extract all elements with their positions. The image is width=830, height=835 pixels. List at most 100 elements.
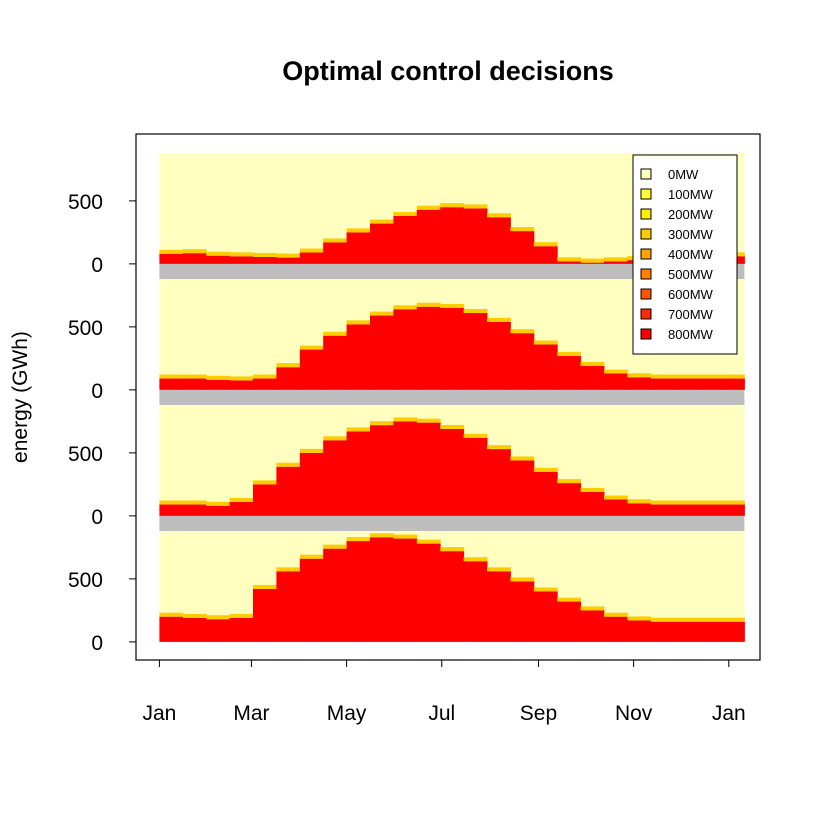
legend-label: 200MW bbox=[668, 207, 714, 222]
transition-cell bbox=[370, 219, 394, 224]
decision-cell bbox=[674, 504, 699, 516]
decision-cell bbox=[697, 621, 722, 642]
legend-swatch bbox=[640, 228, 652, 240]
transition-cell bbox=[510, 577, 535, 582]
x-tick-label: Jan bbox=[142, 702, 176, 725]
y-tick-label: 500 bbox=[68, 569, 103, 592]
y-tick-label: 500 bbox=[68, 191, 103, 214]
transition-cell bbox=[346, 320, 371, 325]
decision-cell bbox=[510, 460, 535, 516]
transition-cell bbox=[697, 617, 722, 622]
decision-cell bbox=[346, 324, 371, 390]
transition-cell bbox=[253, 252, 277, 257]
transition-cell bbox=[370, 421, 394, 426]
legend-swatch bbox=[640, 188, 652, 200]
y-tick-label: 500 bbox=[68, 317, 103, 340]
transition-cell bbox=[721, 500, 745, 505]
decision-cell bbox=[487, 321, 511, 390]
transition-cell bbox=[650, 374, 675, 379]
decision-cell bbox=[323, 335, 348, 390]
transition-cell bbox=[440, 303, 465, 308]
decision-cell bbox=[253, 588, 277, 642]
transition-cell bbox=[463, 433, 488, 438]
transition-cell bbox=[393, 305, 418, 310]
legend-swatch bbox=[640, 208, 652, 220]
decision-cell bbox=[276, 466, 301, 516]
transition-cell bbox=[276, 363, 301, 368]
decision-cell bbox=[416, 209, 441, 264]
y-tick-label: 0 bbox=[91, 380, 103, 403]
transition-cell bbox=[674, 374, 699, 379]
decision-cell bbox=[580, 610, 605, 642]
legend-swatch bbox=[640, 248, 652, 260]
decision-cell bbox=[650, 378, 675, 390]
transition-cell bbox=[229, 498, 254, 503]
transition-cell bbox=[346, 228, 371, 233]
transition-cell bbox=[580, 361, 605, 366]
decision-cell bbox=[253, 256, 277, 264]
decision-cell bbox=[674, 378, 699, 390]
decision-cell bbox=[510, 581, 535, 642]
decision-cell bbox=[393, 538, 418, 642]
decision-cell bbox=[557, 483, 582, 516]
decision-cell bbox=[182, 617, 207, 642]
transition-cell bbox=[604, 612, 628, 617]
decision-cell bbox=[159, 253, 184, 264]
transition-cell bbox=[674, 500, 699, 505]
x-tick-label: Nov bbox=[615, 702, 653, 725]
transition-cell bbox=[721, 374, 745, 379]
decision-cell bbox=[721, 621, 745, 642]
transition-cell bbox=[604, 257, 628, 262]
transition-cell bbox=[627, 373, 652, 378]
transition-cell bbox=[510, 227, 535, 232]
transition-cell bbox=[253, 584, 277, 589]
chart-title: Optimal control decisions bbox=[282, 56, 614, 86]
decision-cell bbox=[463, 561, 488, 642]
transition-cell bbox=[393, 534, 418, 539]
na-band bbox=[159, 263, 745, 279]
decision-cell bbox=[299, 452, 324, 516]
transition-cell bbox=[159, 249, 184, 254]
decision-cell bbox=[533, 344, 558, 390]
legend-swatch bbox=[640, 168, 652, 180]
decision-cell bbox=[229, 617, 254, 642]
legend-label: 700MW bbox=[668, 307, 714, 322]
x-tick-label: Sep bbox=[520, 702, 557, 725]
transition-cell bbox=[557, 257, 582, 262]
transition-cell bbox=[229, 613, 254, 618]
transition-cell bbox=[463, 309, 488, 314]
transition-cell bbox=[510, 329, 535, 334]
decision-cell bbox=[159, 504, 184, 516]
decision-cell bbox=[393, 421, 418, 516]
transition-cell bbox=[487, 317, 511, 322]
decision-cell bbox=[440, 551, 465, 642]
decision-cell bbox=[346, 541, 371, 642]
decision-cell bbox=[393, 309, 418, 390]
transition-cell bbox=[533, 467, 558, 472]
transition-cell bbox=[182, 374, 207, 379]
decision-cell bbox=[182, 378, 207, 390]
decision-cell bbox=[229, 502, 254, 516]
decision-cell bbox=[650, 621, 675, 642]
transition-cell bbox=[721, 617, 745, 622]
transition-cell bbox=[650, 617, 675, 622]
decision-cell bbox=[440, 207, 465, 264]
decision-cell bbox=[182, 253, 207, 264]
transition-cell bbox=[463, 557, 488, 562]
decision-cell bbox=[627, 620, 652, 642]
transition-cell bbox=[416, 205, 441, 210]
transition-cell bbox=[370, 311, 394, 316]
decision-cell bbox=[604, 373, 628, 390]
decision-cell bbox=[229, 256, 254, 264]
legend-label: 300MW bbox=[668, 227, 714, 242]
transition-cell bbox=[393, 212, 418, 216]
decision-cell bbox=[276, 257, 301, 264]
legend-swatch bbox=[640, 288, 652, 300]
transition-cell bbox=[159, 500, 184, 505]
decision-cell bbox=[276, 571, 301, 642]
transition-cell bbox=[416, 418, 441, 423]
transition-cell bbox=[487, 567, 511, 572]
transition-cell bbox=[604, 495, 628, 500]
decision-cell bbox=[604, 499, 628, 516]
decision-cell bbox=[370, 223, 394, 264]
